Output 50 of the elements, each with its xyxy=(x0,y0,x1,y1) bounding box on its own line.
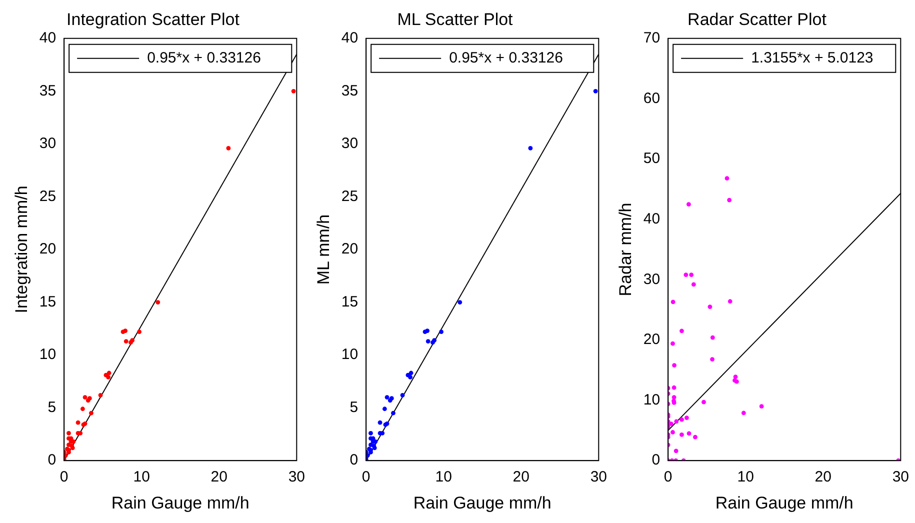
y-tick-label: 30 xyxy=(341,135,358,152)
y-tick-label: 25 xyxy=(39,188,56,205)
legend-label: 0.95*x + 0.33126 xyxy=(449,50,563,67)
chart-title: Radar Scatter Plot xyxy=(688,10,827,29)
y-tick-label: 20 xyxy=(341,240,358,258)
y-tick-label: 10 xyxy=(341,346,358,364)
chart-title: ML Scatter Plot xyxy=(397,10,514,29)
y-tick-label: 35 xyxy=(341,82,358,100)
y-tick-label: 40 xyxy=(341,30,358,47)
y-tick-label: 5 xyxy=(48,398,56,416)
x-tick-label: 10 xyxy=(133,468,150,486)
x-axis-title: Rain Gauge mm/h xyxy=(413,493,552,512)
y-tick-label: 70 xyxy=(643,30,660,47)
y-tick-label: 0 xyxy=(48,452,56,469)
y-tick-label: 50 xyxy=(643,150,660,168)
x-tick-label: 20 xyxy=(210,468,228,486)
x-tick-label: 30 xyxy=(288,468,305,486)
x-axis-title: Rain Gauge mm/h xyxy=(715,493,854,512)
x-tick-label: 0 xyxy=(60,468,68,486)
y-tick-label: 5 xyxy=(350,398,358,416)
y-tick-label: 40 xyxy=(643,210,660,228)
y-tick-label: 15 xyxy=(341,293,358,310)
legend-label: 0.95*x + 0.33126 xyxy=(147,50,261,67)
chart-title: Integration Scatter Plot xyxy=(66,10,240,29)
y-tick-label: 35 xyxy=(39,82,56,100)
y-tick-label: 30 xyxy=(643,270,660,288)
x-tick-label: 20 xyxy=(512,468,530,486)
y-tick-label: 10 xyxy=(643,391,660,408)
x-tick-label: 0 xyxy=(664,468,672,486)
y-tick-label: 20 xyxy=(39,240,56,258)
y-axis-title: ML mm/h xyxy=(314,214,333,285)
y-tick-label: 60 xyxy=(643,90,660,107)
x-tick-label: 30 xyxy=(590,468,607,486)
y-tick-label: 0 xyxy=(652,452,660,469)
y-tick-label: 15 xyxy=(39,293,56,310)
y-tick-label: 25 xyxy=(341,188,358,205)
x-axis-title: Rain Gauge mm/h xyxy=(111,493,250,512)
legend-label: 1.3155*x + 5.0123 xyxy=(751,50,874,67)
y-axis-title: Radar mm/h xyxy=(616,202,635,296)
x-tick-label: 10 xyxy=(435,468,452,486)
x-tick-label: 30 xyxy=(892,468,909,486)
y-tick-label: 0 xyxy=(350,452,358,469)
x-tick-label: 0 xyxy=(362,468,370,486)
x-tick-label: 10 xyxy=(737,468,754,486)
y-tick-label: 30 xyxy=(39,135,56,152)
x-tick-label: 20 xyxy=(814,468,832,486)
y-tick-label: 10 xyxy=(39,346,56,364)
y-tick-label: 40 xyxy=(39,30,56,47)
y-tick-label: 20 xyxy=(643,331,660,348)
y-axis-title: Integration mm/h xyxy=(12,186,31,314)
